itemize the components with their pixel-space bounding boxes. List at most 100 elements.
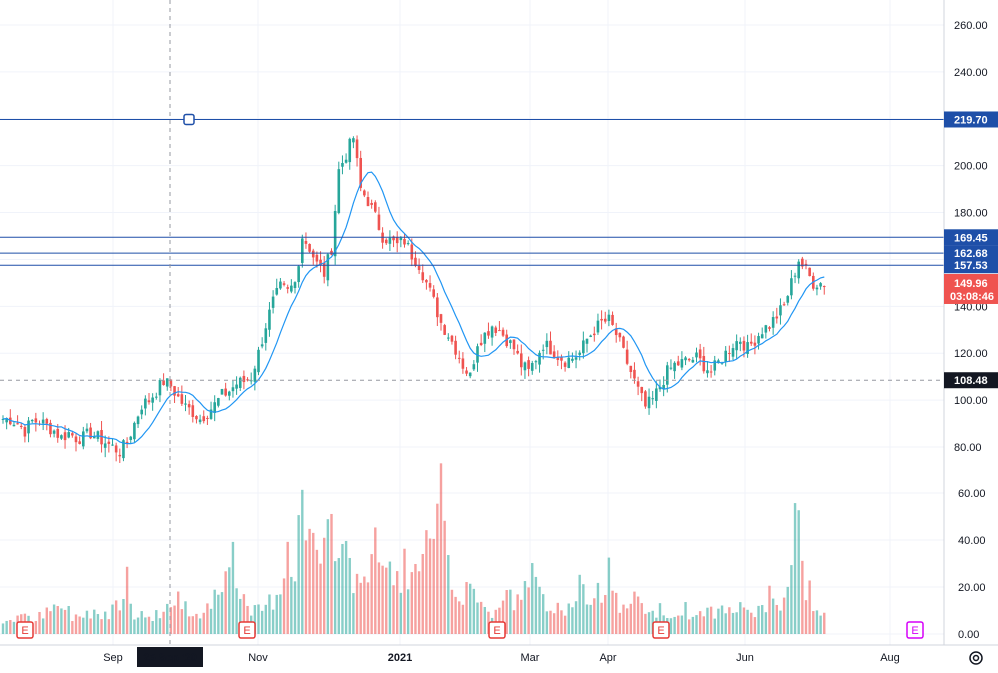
volume-bar <box>542 594 545 634</box>
volume-bar <box>381 565 384 634</box>
candle-body <box>651 398 654 400</box>
candle-body <box>198 419 202 423</box>
volume-bar <box>750 612 753 634</box>
time-axis[interactable]: Sep 25 Sep '20 Nov 2021 Mar Apr Jun Aug <box>0 644 998 667</box>
candle-body <box>472 364 476 370</box>
volume-bar <box>271 609 275 634</box>
candle-body <box>793 275 797 277</box>
earnings-marker-box <box>652 621 670 639</box>
volume-bar <box>355 573 359 634</box>
volume-bar <box>268 594 271 634</box>
volume-bar <box>71 621 74 634</box>
volume-bar <box>443 520 446 634</box>
volume-bar <box>308 528 311 634</box>
time-tick: Mar <box>521 652 540 664</box>
volume-bar <box>370 554 373 634</box>
candle-body <box>202 416 206 422</box>
volume-bar <box>184 601 187 634</box>
candle-body <box>629 365 633 373</box>
line-drag-handle <box>183 113 195 126</box>
candle-body <box>450 335 454 342</box>
volume-bar <box>527 587 530 634</box>
volume-bar <box>706 607 709 634</box>
volume-bar <box>129 603 132 634</box>
price-tick: 100.00 <box>954 395 988 407</box>
candle-body <box>348 138 352 163</box>
volume-bar <box>147 616 151 634</box>
candle-body <box>140 409 143 415</box>
volume-bar <box>545 611 549 634</box>
volume-bar <box>392 585 395 634</box>
volume-bar <box>374 527 377 634</box>
volume-bar <box>600 602 603 634</box>
candle-body <box>680 359 684 368</box>
volume-bar <box>815 610 819 634</box>
candle-body <box>611 314 614 325</box>
earnings-marker[interactable]: E <box>488 621 506 639</box>
volume-bar <box>450 589 454 634</box>
volume-bar <box>479 601 483 634</box>
earnings-marker[interactable]: E <box>238 621 256 639</box>
volume-bar <box>220 592 224 634</box>
volume-bar <box>552 613 556 634</box>
candle-body <box>162 380 165 386</box>
volume-bar <box>753 617 757 634</box>
volume-bar <box>472 588 476 634</box>
volume-bar <box>333 561 337 634</box>
volume-bar <box>742 607 746 634</box>
candle-body <box>173 386 176 396</box>
volume-bar <box>702 616 705 634</box>
volume-bar <box>680 615 684 634</box>
candle-body <box>709 371 713 373</box>
volume-bar <box>67 606 70 634</box>
volume-bar <box>60 608 63 634</box>
candle-body <box>421 272 425 281</box>
candle-body <box>414 257 417 266</box>
candle-body <box>111 444 114 446</box>
candle-body <box>206 417 209 419</box>
candle-body <box>129 436 133 440</box>
candle-body <box>571 358 574 361</box>
volume-bar <box>202 612 205 634</box>
volume-bar <box>757 605 760 634</box>
volume-bar <box>574 601 578 634</box>
candle-body <box>607 314 611 322</box>
earnings-marker[interactable]: E <box>652 621 670 639</box>
candle-body <box>82 431 85 447</box>
candle-body <box>257 349 260 373</box>
candle-body <box>578 352 581 355</box>
volume-bar <box>209 608 213 634</box>
candle-body <box>582 340 585 354</box>
earnings-marker[interactable]: E <box>16 621 34 639</box>
candle-body <box>195 416 198 420</box>
volume-bar <box>388 561 392 634</box>
price-tick: 200.00 <box>954 161 988 173</box>
candle-body <box>30 419 34 422</box>
candle-body <box>286 287 289 289</box>
candle-body <box>684 357 687 361</box>
volume-tick: 0.00 <box>958 629 979 641</box>
earnings-marker[interactable]: E <box>906 621 924 639</box>
candle-body <box>235 384 238 389</box>
candle-body <box>706 370 709 374</box>
candle-body <box>352 138 355 143</box>
candle-body <box>749 341 753 344</box>
volume-bar <box>523 581 527 634</box>
candle-body <box>523 362 527 371</box>
volume-bar <box>578 574 581 634</box>
volume-bar <box>78 616 81 634</box>
gear-icon[interactable] <box>969 651 983 665</box>
price-tick: 140.00 <box>954 301 988 313</box>
candle-body <box>782 304 786 306</box>
volume-bar <box>786 586 789 634</box>
volume-bar <box>5 620 8 634</box>
volume-bar <box>538 586 541 634</box>
volume-bar <box>377 562 381 634</box>
volume-bar <box>607 557 611 634</box>
volume-bar <box>779 610 782 634</box>
candle-body <box>676 361 680 366</box>
price-axis[interactable]: 260.00240.00220.00200.00180.00160.00140.… <box>943 0 988 645</box>
earnings-marker-label: E <box>657 625 664 637</box>
